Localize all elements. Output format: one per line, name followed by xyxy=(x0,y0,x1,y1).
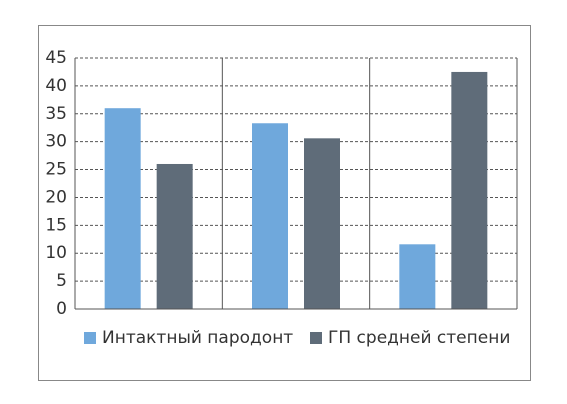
bar xyxy=(451,71,488,309)
y-tick-label: 0 xyxy=(56,299,67,319)
y-tick-label: 45 xyxy=(45,48,67,68)
y-tick-label: 15 xyxy=(45,215,67,235)
bar xyxy=(304,138,340,309)
legend-label: ГП средней степени xyxy=(328,328,510,348)
legend-label: Интактный пародонт xyxy=(102,328,293,348)
y-tick-label: 30 xyxy=(45,132,67,152)
y-tick-label: 35 xyxy=(45,104,67,124)
y-tick-label: 10 xyxy=(45,243,67,263)
bar xyxy=(252,123,288,309)
y-tick-label: 5 xyxy=(56,271,67,291)
y-tick-label: 20 xyxy=(45,187,67,207)
y-tick-label: 25 xyxy=(45,160,67,180)
y-tick-label: 40 xyxy=(45,76,67,96)
bar xyxy=(104,108,141,309)
legend-swatch xyxy=(84,332,96,344)
legend-swatch xyxy=(310,332,322,344)
bar xyxy=(156,163,193,309)
bar xyxy=(399,244,436,309)
